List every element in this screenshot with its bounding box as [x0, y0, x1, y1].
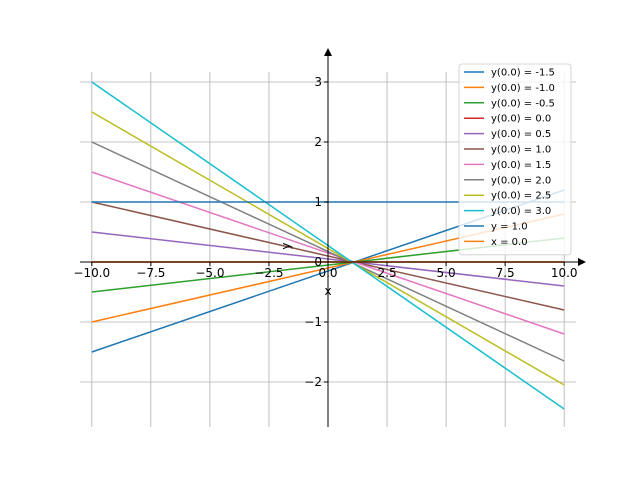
legend-box — [458, 63, 572, 256]
y-tick-label-5: 3 — [314, 75, 322, 89]
x-tick-label-8: 10.0 — [551, 266, 578, 280]
x-tick-label-3: −2.5 — [254, 266, 283, 280]
legend-label-0: y(0.0) = -1.5 — [491, 68, 555, 79]
x-tick-label-2: −5.0 — [195, 266, 224, 280]
x-tick-label-0: −10.0 — [73, 266, 110, 280]
x-tick-label-6: 5.0 — [437, 266, 456, 280]
ticks: −10.0 −7.5 −5.0 −2.5 0.0 2.5 5.0 7.5 10.0 −2 −1 0 1 2… — [73, 75, 577, 389]
y-tick-label-1: −1 — [304, 315, 322, 329]
y-tick-label-2: 0 — [314, 255, 322, 269]
x-tick-label-7: 7.5 — [496, 266, 515, 280]
y-tick-label-0: −2 — [304, 375, 322, 389]
legend-label-11: x = 0.0 — [491, 237, 528, 248]
legend-label-1: y(0.0) = -1.0 — [491, 83, 555, 94]
legend-label-8: y(0.0) = 2.5 — [491, 191, 551, 202]
legend-label-4: y(0.0) = 0.5 — [491, 129, 551, 140]
legend-label-3: y(0.0) = 0.0 — [491, 114, 551, 125]
y-axis-label: y — [279, 242, 293, 249]
x-tick-label-5: 2.5 — [378, 266, 397, 280]
legend: y(0.0) = -1.5 y(0.0) = -1.0 y(0.0) = -0.5 y… — [458, 63, 572, 256]
x-tick-label-1: −7.5 — [136, 266, 165, 280]
x-tick-label-4: 0.0 — [318, 266, 337, 280]
legend-label-2: y(0.0) = -0.5 — [491, 98, 555, 109]
x-axis-arrow — [578, 258, 586, 266]
y-axis-arrow — [324, 48, 332, 56]
legend-label-7: y(0.0) = 2.0 — [491, 175, 551, 186]
y-tick-label-4: 2 — [314, 135, 322, 149]
axes — [80, 48, 586, 427]
legend-label-10: y = 1.0 — [491, 222, 528, 233]
legend-label-5: y(0.0) = 1.0 — [491, 145, 551, 156]
legend-label-9: y(0.0) = 3.0 — [491, 206, 551, 217]
x-axis-label: x — [324, 284, 331, 298]
y-tick-label-3: 1 — [314, 195, 322, 209]
legend-label-6: y(0.0) = 1.5 — [491, 160, 551, 171]
